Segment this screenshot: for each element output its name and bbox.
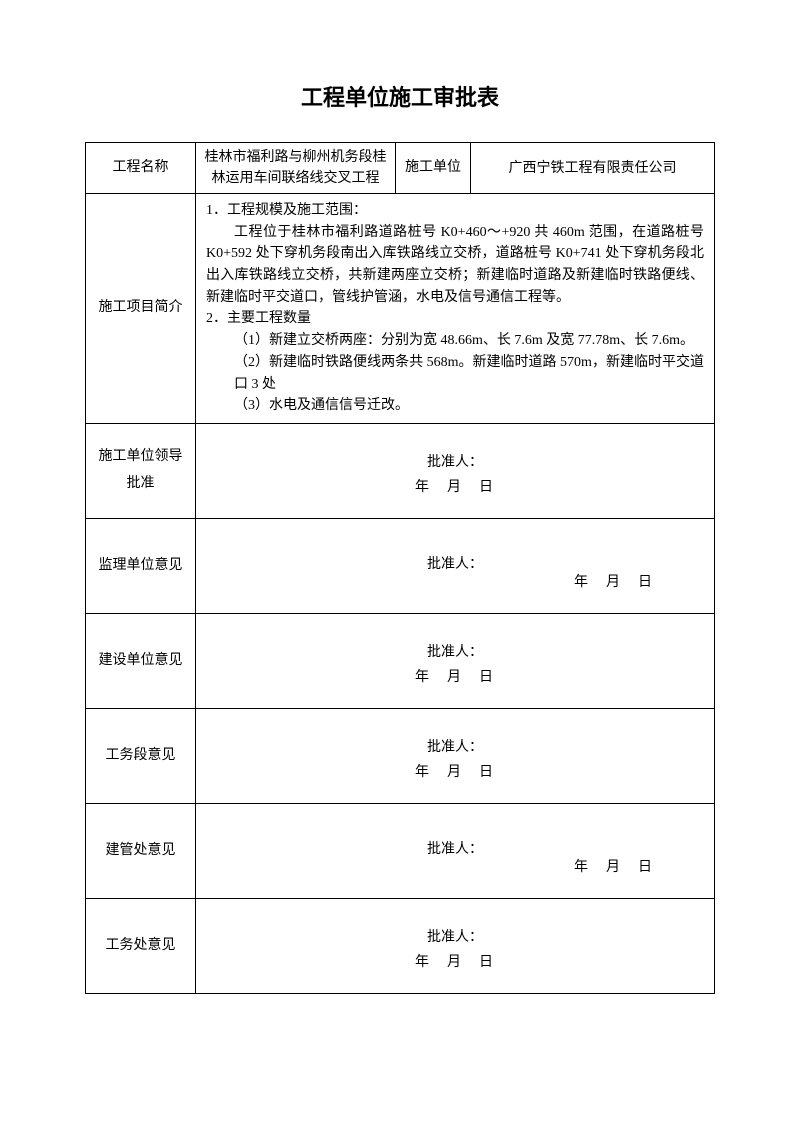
date-label-4: 年 月 日	[574, 857, 654, 879]
description-row: 施工项目简介 1．工程规模及施工范围： 工程位于桂林市福利路道路桩号 K0+46…	[86, 194, 715, 424]
approval-label-0: 施工单位领导批准	[86, 423, 196, 518]
approval-table: 工程名称 桂林市福利路与柳州机务段桂林运用车间联络线交叉工程 施工单位 广西宁铁…	[85, 142, 715, 994]
approver-label-5: 批准人：	[415, 927, 495, 949]
header-row: 工程名称 桂林市福利路与柳州机务段桂林运用车间联络线交叉工程 施工单位 广西宁铁…	[86, 143, 715, 194]
approval-cell-1: 批准人： 年 月 日	[196, 518, 715, 613]
date-label-1: 年 月 日	[574, 572, 654, 594]
approval-label-2: 建设单位意见	[86, 613, 196, 708]
approver-label-1: 批准人：	[427, 554, 483, 576]
approval-label-5: 工务处意见	[86, 898, 196, 993]
desc-line-3: 2．主要工程数量	[206, 308, 704, 330]
desc-line-4: （1）新建立交桥两座：分别为宽 48.66m、长 7.6m 及宽 77.78m、…	[206, 330, 704, 352]
approval-row-2: 建设单位意见 批准人： 年 月 日	[86, 613, 715, 708]
construction-unit-value: 广西宁铁工程有限责任公司	[471, 143, 715, 194]
approval-row-0: 施工单位领导批准 批准人： 年 月 日	[86, 423, 715, 518]
approval-cell-5: 批准人： 年 月 日	[196, 898, 715, 993]
approval-cell-3: 批准人： 年 月 日	[196, 708, 715, 803]
approver-label-0: 批准人：	[415, 452, 495, 474]
project-name-value: 桂林市福利路与柳州机务段桂林运用车间联络线交叉工程	[196, 143, 396, 194]
description-label: 施工项目简介	[86, 194, 196, 424]
approval-cell-0: 批准人： 年 月 日	[196, 423, 715, 518]
desc-line-2: 工程位于桂林市福利路道路桩号 K0+460～+920 共 460m 范围，在道路…	[206, 222, 704, 309]
construction-unit-label: 施工单位	[396, 143, 471, 194]
approver-label-3: 批准人：	[415, 737, 495, 759]
approver-label-2: 批准人：	[415, 642, 495, 664]
date-label-3: 年 月 日	[415, 762, 495, 784]
approval-cell-4: 批准人： 年 月 日	[196, 803, 715, 898]
date-label-5: 年 月 日	[415, 952, 495, 974]
approver-label-4: 批准人：	[427, 839, 483, 861]
approval-row-1: 监理单位意见 批准人： 年 月 日	[86, 518, 715, 613]
approval-label-4: 建管处意见	[86, 803, 196, 898]
approval-row-5: 工务处意见 批准人： 年 月 日	[86, 898, 715, 993]
date-label-2: 年 月 日	[415, 667, 495, 689]
approval-label-1: 监理单位意见	[86, 518, 196, 613]
description-content: 1．工程规模及施工范围： 工程位于桂林市福利路道路桩号 K0+460～+920 …	[196, 194, 715, 424]
desc-line-6: （3）水电及通信信号迁改。	[206, 395, 704, 417]
approval-label-3: 工务段意见	[86, 708, 196, 803]
approval-cell-2: 批准人： 年 月 日	[196, 613, 715, 708]
page-title: 工程单位施工审批表	[85, 80, 715, 112]
approval-row-4: 建管处意见 批准人： 年 月 日	[86, 803, 715, 898]
desc-line-5: （2）新建临时铁路便线两条共 568m。新建临时道路 570m，新建临时平交道口…	[206, 352, 704, 395]
date-label-0: 年 月 日	[415, 477, 495, 499]
project-name-label: 工程名称	[86, 143, 196, 194]
approval-row-3: 工务段意见 批准人： 年 月 日	[86, 708, 715, 803]
desc-line-1: 1．工程规模及施工范围：	[206, 200, 704, 222]
